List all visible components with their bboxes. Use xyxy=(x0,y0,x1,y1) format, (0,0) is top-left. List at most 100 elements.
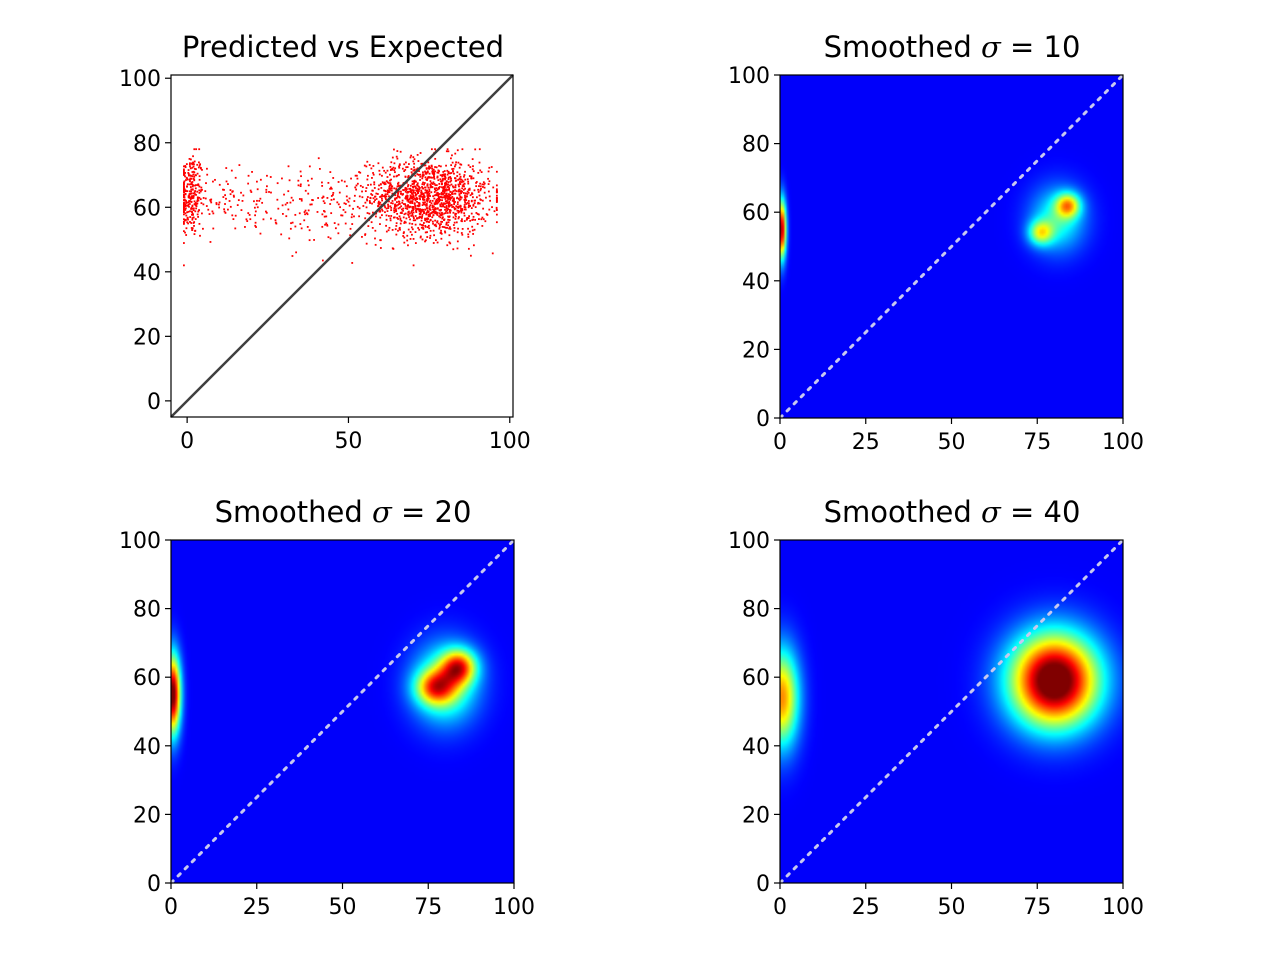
scatter-point xyxy=(426,184,429,187)
scatter-point xyxy=(208,213,211,215)
scatter-point xyxy=(448,193,450,196)
scatter-point xyxy=(428,165,431,168)
scatter-point xyxy=(364,217,367,220)
scatter-point xyxy=(456,149,459,152)
scatter-point xyxy=(473,228,476,231)
scatter-point xyxy=(452,224,455,226)
scatter-point xyxy=(460,178,463,181)
scatter-point xyxy=(439,205,442,208)
scatter-point xyxy=(396,150,399,152)
scatter-point xyxy=(344,203,347,205)
scatter-point xyxy=(431,220,434,223)
scatter-point xyxy=(398,227,401,230)
scatter-point xyxy=(356,177,359,180)
scatter-point xyxy=(471,225,474,228)
scatter-point xyxy=(429,176,432,179)
scatter-point xyxy=(333,222,336,224)
scatter-point xyxy=(453,197,455,200)
scatter-point xyxy=(417,205,420,208)
scatter-point xyxy=(439,209,442,212)
scatter-point xyxy=(224,211,227,214)
scatter-point xyxy=(440,180,443,182)
scatter-point xyxy=(495,198,498,201)
scatter-point xyxy=(183,184,185,187)
scatter-point xyxy=(481,225,484,227)
scatter-point xyxy=(481,216,484,219)
scatter-point xyxy=(462,192,465,194)
scatter-point xyxy=(457,217,460,220)
scatter-point xyxy=(431,176,433,179)
scatter-point xyxy=(397,190,400,193)
scatter-point xyxy=(417,227,420,229)
scatter-point xyxy=(412,217,415,220)
scatter-point xyxy=(482,218,485,221)
scatter-point xyxy=(390,215,393,217)
scatter-point xyxy=(304,209,307,212)
scatter-point xyxy=(198,175,201,178)
scatter-point xyxy=(386,193,389,195)
scatter-point xyxy=(417,202,420,204)
scatter-point xyxy=(395,155,398,158)
y-tick-label: 40 xyxy=(133,261,161,286)
scatter-point xyxy=(195,207,198,210)
scatter-point xyxy=(184,203,187,206)
scatter-point xyxy=(437,186,440,189)
scatter-point xyxy=(463,182,466,185)
scatter-point xyxy=(426,220,429,223)
scatter-point xyxy=(238,164,241,166)
scatter-point xyxy=(395,233,398,236)
scatter-point xyxy=(184,172,187,174)
scatter-point xyxy=(194,190,197,192)
scatter-point xyxy=(298,198,301,200)
scatter-point xyxy=(196,200,199,203)
scatter-point xyxy=(416,167,419,170)
scatter-point xyxy=(355,174,358,177)
scatter-point xyxy=(427,167,430,170)
scatter-point xyxy=(385,207,388,210)
scatter-point xyxy=(464,200,466,202)
scatter-point xyxy=(183,205,185,208)
scatter-point xyxy=(299,170,302,173)
scatter-point xyxy=(480,218,483,221)
scatter-point xyxy=(439,216,442,219)
scatter-point xyxy=(364,190,367,193)
scatter-point xyxy=(183,195,185,198)
scatter-point xyxy=(460,207,462,210)
scatter-point xyxy=(451,193,454,195)
scatter-point xyxy=(447,215,449,218)
scatter-point xyxy=(393,205,396,208)
scatter-point xyxy=(407,211,410,214)
scatter-point xyxy=(422,224,424,227)
scatter-point xyxy=(409,218,411,221)
scatter-point xyxy=(479,182,482,185)
identity-line xyxy=(778,73,1125,420)
scatter-point xyxy=(422,196,424,199)
scatter-point xyxy=(192,192,195,195)
scatter-point xyxy=(266,185,268,188)
scatter-point xyxy=(397,173,400,176)
scatter-point xyxy=(443,212,446,215)
scatter-point xyxy=(422,171,424,174)
scatter-point xyxy=(411,233,413,236)
scatter-point xyxy=(234,227,237,230)
scatter-point xyxy=(424,224,427,227)
scatter-point xyxy=(303,219,306,222)
scatter-point xyxy=(430,164,433,167)
scatter-point xyxy=(241,200,244,202)
scatter-point xyxy=(469,204,472,207)
scatter-point xyxy=(404,212,407,215)
scatter-point xyxy=(450,179,453,182)
scatter-point xyxy=(373,183,376,186)
scatter-point xyxy=(341,214,344,217)
scatter-point xyxy=(420,226,423,229)
scatter-point xyxy=(423,198,425,201)
scatter-point xyxy=(402,232,405,235)
scatter-point xyxy=(457,209,460,212)
scatter-point xyxy=(391,192,394,195)
scatter-point xyxy=(471,168,474,171)
scatter-point xyxy=(423,203,426,206)
scatter-point xyxy=(413,202,416,205)
scatter-point xyxy=(209,241,212,243)
scatter-point xyxy=(183,230,185,233)
